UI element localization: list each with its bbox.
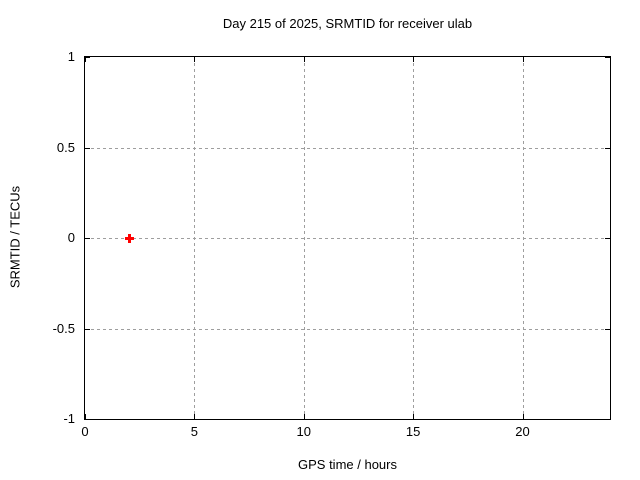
y-tick-label: 0 <box>67 230 75 245</box>
x-tick-mark <box>303 414 305 419</box>
y-axis-label: SRMTID / TECUs <box>7 185 23 289</box>
y-tick-label: 1 <box>67 49 75 64</box>
x-tick-mark <box>522 414 524 419</box>
h-gridline <box>85 328 610 330</box>
x-tick-mark <box>303 57 305 62</box>
chart-title: Day 215 of 2025, SRMTID for receiver ula… <box>222 16 473 31</box>
y-tick-mark <box>605 147 610 149</box>
y-tick-mark <box>605 238 610 239</box>
x-tick-label: 20 <box>515 424 530 439</box>
y-tick-mark <box>85 419 90 420</box>
x-tick-mark <box>194 414 196 419</box>
x-tick-label: 5 <box>190 424 198 439</box>
y-tick-label: 0.5 <box>56 139 75 155</box>
x-tick-mark <box>194 57 196 62</box>
x-tick-label: 15 <box>405 424 421 439</box>
x-tick-label: 0 <box>81 424 89 439</box>
y-tick-mark <box>605 419 610 420</box>
x-tick-mark <box>413 414 415 419</box>
y-tick-mark <box>85 238 90 239</box>
x-axis-label: GPS time / hours <box>298 457 397 472</box>
x-tick-mark <box>85 414 86 419</box>
x-tick-mark <box>413 57 415 62</box>
h-gridline <box>85 238 610 239</box>
y-tick-mark <box>605 57 610 58</box>
x-tick-mark <box>522 57 524 62</box>
x-tick-label: 10 <box>296 424 311 439</box>
x-tick-mark <box>85 57 86 62</box>
y-tick-label: -1 <box>63 411 75 426</box>
h-gridline <box>85 147 610 149</box>
plot-area <box>84 56 611 420</box>
y-tick-label: -0.5 <box>52 320 75 336</box>
y-tick-mark <box>85 328 90 330</box>
y-tick-mark <box>605 328 610 330</box>
y-tick-mark <box>85 57 90 58</box>
y-tick-mark <box>85 147 90 149</box>
